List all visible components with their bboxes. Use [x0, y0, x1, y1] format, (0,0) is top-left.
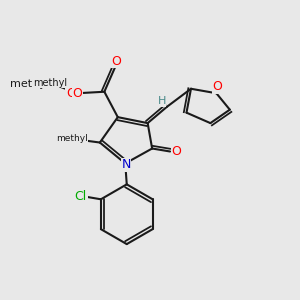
Text: O: O	[73, 87, 82, 100]
Text: methyl: methyl	[33, 78, 67, 88]
Text: O: O	[66, 87, 76, 100]
Text: methyl: methyl	[10, 79, 49, 89]
Text: O: O	[111, 55, 121, 68]
Text: Cl: Cl	[75, 190, 87, 203]
Text: N: N	[122, 158, 131, 171]
Text: O: O	[212, 80, 222, 93]
Text: H: H	[158, 96, 166, 106]
Text: O: O	[172, 145, 182, 158]
Text: methyl: methyl	[56, 134, 88, 142]
